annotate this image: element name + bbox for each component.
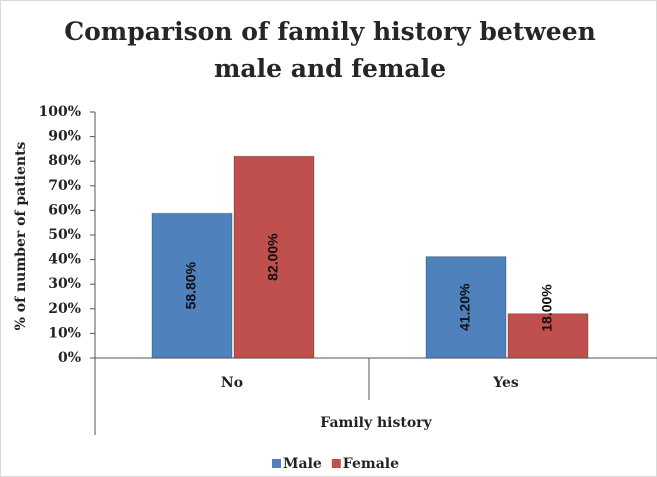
y-tick-label: 90% [48,129,81,145]
y-tick-label: 10% [48,325,81,341]
y-tick-label: 70% [48,178,81,194]
value-label: 58.80% [183,261,199,309]
x-tick-label: Yes [492,375,519,391]
value-label: 41.20% [457,283,473,331]
y-tick-label: 40% [48,252,81,268]
value-label: 82.00% [265,233,281,281]
legend-swatch [331,459,341,468]
bar [233,155,315,359]
x-axis-label: Family history [320,415,432,431]
y-axis-label: % of number of patients [13,141,29,330]
y-tick-label: 100% [38,104,81,120]
y-tick-label: 20% [48,301,81,317]
legend-label: Female [343,456,399,472]
y-tick-label: 50% [48,227,81,243]
legend-swatch [272,459,281,468]
bar [151,212,233,359]
chart-title: Comparison of family history between male… [64,17,596,83]
y-tick-label: 80% [48,153,81,169]
value-label: 18.00% [539,284,555,332]
y-tick-label: 60% [48,202,81,218]
x-tick-label: No [221,375,243,391]
legend-label: Male [283,456,322,472]
bar [425,256,507,359]
y-tick-label: 0% [58,350,81,366]
y-tick-label: 30% [48,276,81,292]
bar [507,313,589,359]
